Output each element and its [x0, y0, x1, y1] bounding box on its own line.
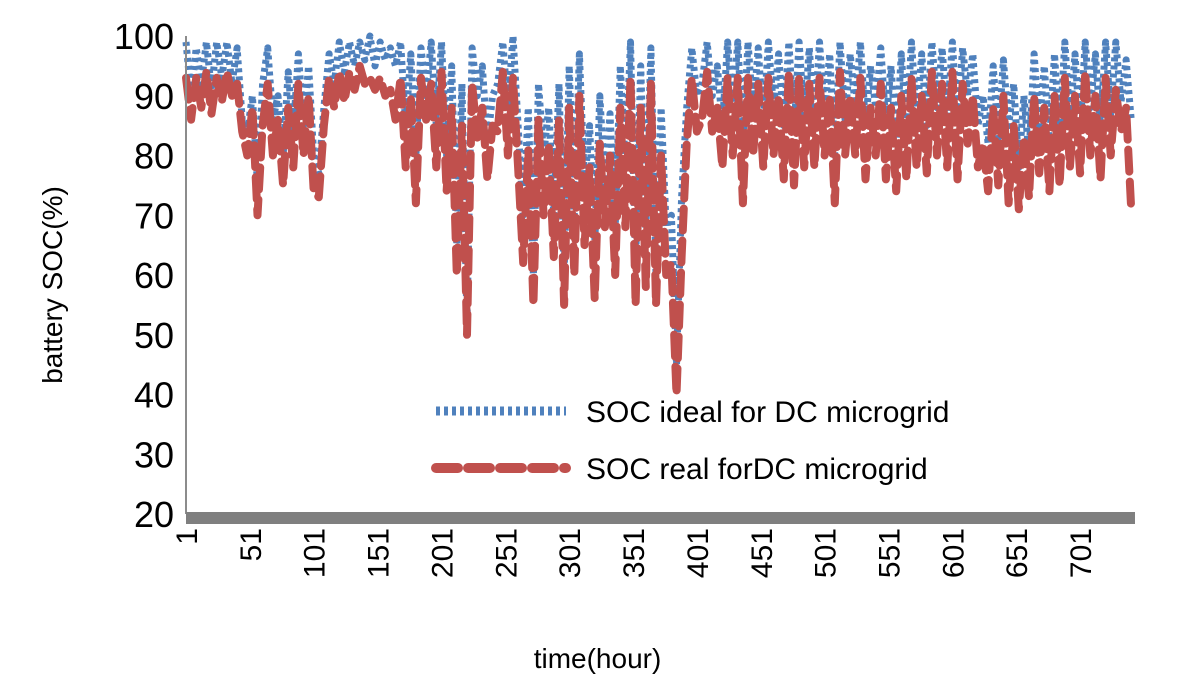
x-tick-label: 351: [618, 528, 651, 578]
y-axis-title: battery SOC(%): [37, 186, 68, 384]
x-tick-label: 101: [299, 528, 332, 578]
x-tick-label: 251: [490, 528, 523, 578]
x-tick-label: 451: [746, 528, 779, 578]
y-tick-label: 80: [134, 136, 174, 177]
legend: SOC ideal for DC microgrid SOC real forD…: [431, 396, 949, 486]
x-tick-label: 651: [1001, 528, 1034, 578]
legend-label-ideal: SOC ideal for DC microgrid: [586, 396, 949, 429]
x-tick-label: 551: [873, 528, 906, 578]
y-tick-label: 60: [134, 255, 174, 296]
x-tick-label: 51: [235, 528, 268, 561]
x-tick-label: 151: [363, 528, 396, 578]
y-tick-label: 20: [134, 494, 174, 535]
x-tick-label: 701: [1065, 528, 1098, 578]
x-tick-label: 301: [554, 528, 587, 578]
y-tick-labels: 100 90 80 70 60 50 40 30 20: [114, 16, 174, 535]
legend-label-real: SOC real forDC microgrid: [586, 453, 928, 486]
x-tick-label: 601: [937, 528, 970, 578]
series-layer: [182, 32, 1136, 399]
x-tick-label: 501: [810, 528, 843, 578]
y-tick-label: 50: [134, 315, 174, 356]
x-tick-label: 1: [171, 528, 204, 545]
x-tick-label: 201: [426, 528, 459, 578]
x-tick-label: 401: [682, 528, 715, 578]
x-axis-title: time(hour): [534, 643, 662, 674]
y-tick-label: 30: [134, 434, 174, 475]
x-axis-bar: [186, 512, 1135, 524]
y-tick-label: 90: [134, 76, 174, 117]
y-tick-label: 100: [114, 16, 174, 57]
y-tick-label: 40: [134, 375, 174, 416]
series-line-real: [182, 61, 1136, 399]
x-tick-labels: 1 51 101 151 201 251 301 351 401 451 501 551 601 651 7…: [171, 528, 1098, 578]
y-tick-label: 70: [134, 195, 174, 236]
